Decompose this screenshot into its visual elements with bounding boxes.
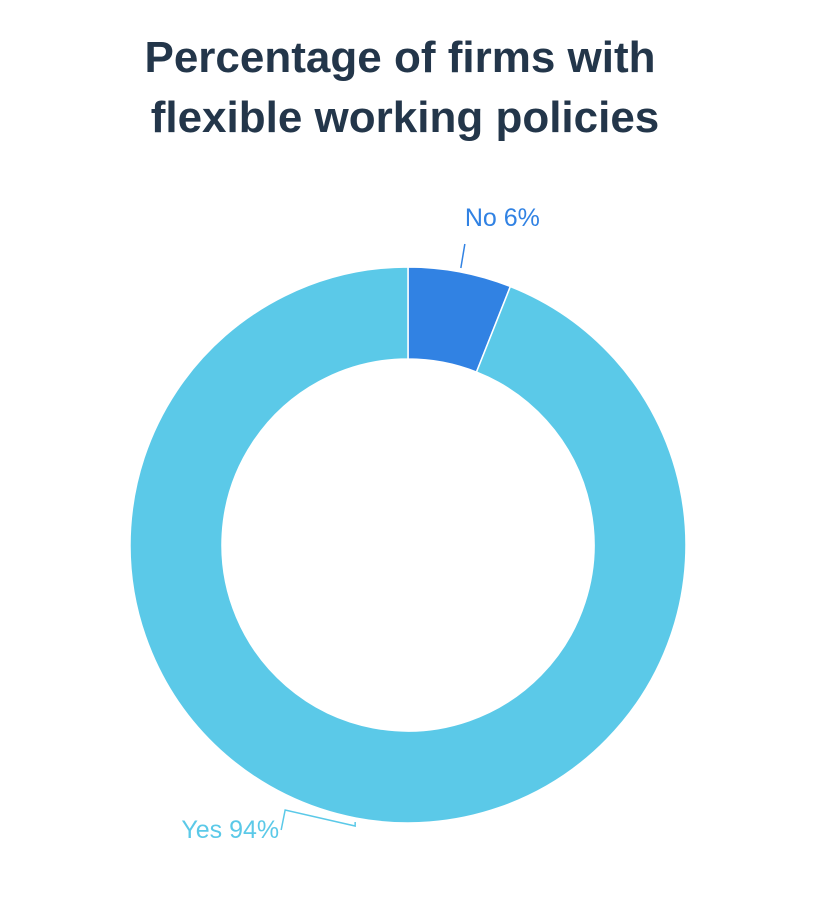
category-label: No [465,204,497,232]
data-label: No 6% [465,204,540,232]
data-label: Yes 94% [181,816,279,844]
leader-line [280,809,356,831]
donut-slice [129,266,687,824]
value-label: 6% [504,204,540,232]
leader-line [460,243,466,269]
value-label: 94% [229,816,279,844]
category-label: Yes [181,816,222,844]
chart-title: Percentage of firms with [144,33,655,82]
chart-title: flexible working policies [151,93,660,142]
